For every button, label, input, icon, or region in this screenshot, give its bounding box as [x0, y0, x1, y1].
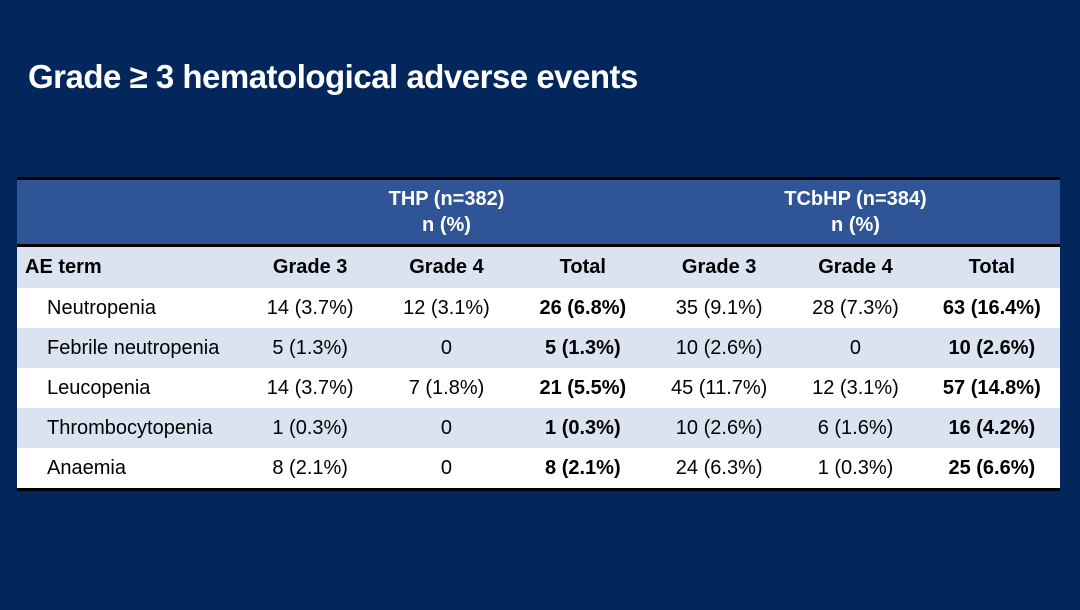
table-cell-total: 26 (6.8%)	[539, 296, 627, 319]
table-cell: 7 (1.8%)	[408, 376, 485, 399]
table-cell: 24 (6.3%)	[675, 456, 763, 479]
ae-term-cell: Febrile neutropenia	[47, 336, 220, 359]
column-header-grade3-thp: Grade 3	[272, 256, 348, 278]
group-header-tcbhp: TCbHP (n=384) n (%)	[651, 180, 1060, 244]
table-cell-total: 1 (0.3%)	[545, 416, 621, 439]
group-header-thp-sublabel: n (%)	[422, 214, 471, 236]
table-group-header-row: THP (n=382) n (%) TCbHP (n=384) n (%)	[17, 180, 1060, 247]
ae-term-cell: Neutropenia	[47, 296, 156, 319]
group-header-tcbhp-sublabel: n (%)	[831, 214, 880, 236]
table-row: Leucopenia 14 (3.7%) 7 (1.8%) 21 (5.5%) …	[17, 368, 1060, 408]
column-header-total-thp: Total	[559, 256, 606, 278]
ae-term-cell: Thrombocytopenia	[47, 416, 213, 439]
table-cell: 0	[440, 456, 453, 479]
group-header-spacer	[17, 180, 242, 244]
table-cell-total: 10 (2.6%)	[948, 336, 1036, 359]
table-cell: 1 (0.3%)	[272, 416, 348, 439]
table-cell-total: 21 (5.5%)	[539, 376, 627, 399]
column-header-ae-term: AE term	[25, 256, 102, 278]
table-cell: 0	[440, 416, 453, 439]
table-row: Anaemia 8 (2.1%) 0 8 (2.1%) 24 (6.3%) 1 …	[17, 448, 1060, 488]
table-cell: 1 (0.3%)	[817, 456, 894, 479]
table-cell: 45 (11.7%)	[670, 376, 768, 399]
group-header-thp: THP (n=382) n (%)	[242, 180, 651, 244]
table-cell-total: 57 (14.8%)	[942, 376, 1041, 399]
table-row: Febrile neutropenia 5 (1.3%) 0 5 (1.3%) …	[17, 328, 1060, 368]
group-header-thp-label: THP (n=382)	[388, 188, 505, 210]
table-cell: 12 (3.1%)	[403, 296, 490, 319]
column-header-grade4-tcbhp: Grade 4	[818, 256, 893, 278]
table-column-header-row: AE term Grade 3 Grade 4 Total Grade 3 Gr…	[17, 247, 1060, 288]
table-cell-total: 8 (2.1%)	[545, 456, 621, 479]
table-cell: 0	[440, 336, 453, 359]
table-cell-total: 63 (16.4%)	[942, 296, 1041, 319]
table-cell: 28 (7.3%)	[812, 296, 899, 319]
table-cell: 6 (1.6%)	[817, 416, 894, 439]
adverse-events-table: THP (n=382) n (%) TCbHP (n=384) n (%) AE…	[17, 177, 1060, 491]
table-cell: 10 (2.6%)	[675, 416, 763, 439]
group-header-tcbhp-label: TCbHP (n=384)	[784, 188, 927, 210]
ae-term-cell: Anaemia	[47, 456, 126, 479]
table-cell: 12 (3.1%)	[812, 376, 899, 399]
table-cell: 14 (3.7%)	[266, 296, 354, 319]
table-row: Neutropenia 14 (3.7%) 12 (3.1%) 26 (6.8%…	[17, 288, 1060, 328]
table-cell-total: 16 (4.2%)	[948, 416, 1036, 439]
table-cell-total: 25 (6.6%)	[948, 456, 1036, 479]
table-cell: 5 (1.3%)	[272, 336, 348, 359]
table-cell: 0	[849, 336, 862, 359]
column-header-total-tcbhp: Total	[968, 256, 1015, 278]
table-cell: 10 (2.6%)	[675, 336, 763, 359]
table-cell: 14 (3.7%)	[266, 376, 354, 399]
table-row: Thrombocytopenia 1 (0.3%) 0 1 (0.3%) 10 …	[17, 408, 1060, 448]
ae-term-cell: Leucopenia	[47, 376, 151, 399]
column-header-grade4-thp: Grade 4	[409, 256, 484, 278]
table-cell: 35 (9.1%)	[675, 296, 763, 319]
table-cell-total: 5 (1.3%)	[545, 336, 621, 359]
table-cell: 8 (2.1%)	[272, 456, 348, 479]
column-header-grade3-tcbhp: Grade 3	[681, 256, 757, 278]
page-title: Grade ≥ 3 hematological adverse events	[28, 58, 638, 95]
